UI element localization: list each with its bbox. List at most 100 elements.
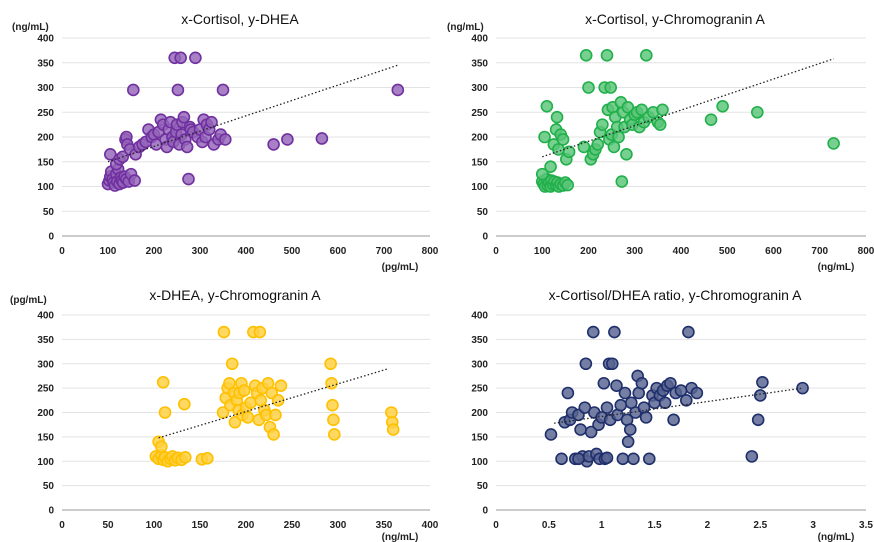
data-point	[642, 452, 656, 466]
x-tick-label: 100	[534, 246, 551, 257]
data-point	[538, 130, 551, 144]
data-point	[556, 133, 570, 146]
x-tick-label: 250	[284, 520, 301, 531]
data-point	[274, 379, 288, 392]
y-tick-label: 350	[37, 335, 54, 346]
x-tick-label: 800	[858, 246, 874, 257]
data-point	[178, 451, 192, 464]
x-tick-label: 800	[422, 246, 439, 257]
y-tick-label: 250	[471, 108, 488, 119]
y-tick-label: 0	[48, 506, 54, 517]
data-point	[271, 394, 285, 407]
data-point	[690, 386, 704, 400]
data-point	[205, 115, 218, 129]
data-point	[225, 357, 239, 371]
data-point	[615, 175, 629, 188]
data-point	[578, 401, 592, 414]
data-point	[604, 81, 618, 94]
data-point	[555, 452, 568, 466]
y-tick-label: 250	[37, 384, 54, 395]
chart-title: x-Cortisol/DHEA ratio, y-Chromogranin A	[549, 287, 803, 303]
data-point	[584, 425, 598, 439]
data-point	[591, 138, 605, 151]
data-point	[180, 140, 194, 154]
data-point	[612, 130, 625, 144]
data-point	[237, 384, 251, 397]
data-point	[751, 413, 765, 427]
data-point	[561, 178, 574, 192]
y-tick-label: 100	[37, 457, 54, 468]
y-tick-label: 300	[471, 359, 488, 370]
x-tick-label: 0	[493, 520, 499, 531]
x-tick-label: 50	[102, 520, 114, 531]
y-tick-label: 400	[37, 311, 54, 322]
data-point	[182, 172, 195, 186]
data-point	[324, 357, 337, 371]
x-tick-label: 500	[719, 246, 736, 257]
data-point	[219, 133, 232, 146]
data-point	[158, 406, 172, 419]
data-point	[201, 452, 214, 465]
x-tick-label: 350	[376, 520, 393, 531]
data-point	[577, 140, 591, 154]
y-tick-label: 150	[471, 157, 488, 168]
x-tick-label: 300	[330, 520, 347, 531]
data-point	[544, 160, 557, 173]
y-tick-label: 350	[471, 335, 488, 346]
x-tick-label: 100	[100, 246, 117, 257]
y-tick-label: 200	[471, 408, 488, 419]
data-point	[128, 174, 141, 187]
data-point	[635, 376, 649, 390]
y-tick-label: 200	[37, 408, 54, 419]
y-tick-label: 50	[43, 481, 55, 492]
data-point	[682, 325, 695, 339]
data-point	[178, 397, 191, 411]
y-unit-label: (ng/mL)	[447, 22, 484, 33]
y-tick-label: 150	[471, 432, 488, 443]
y-tick-label: 250	[37, 108, 54, 119]
data-point	[796, 381, 809, 395]
data-point	[600, 49, 614, 62]
x-unit-label: (ng/mL)	[818, 262, 855, 273]
data-point	[639, 411, 653, 424]
y-tick-label: 100	[471, 182, 488, 193]
data-point	[550, 110, 564, 124]
data-point	[745, 450, 759, 463]
data-point	[155, 440, 168, 453]
x-tick-label: 700	[376, 246, 393, 257]
y-tick-label: 50	[43, 207, 55, 218]
data-point	[600, 451, 614, 465]
data-point	[267, 428, 280, 441]
data-point	[586, 325, 600, 339]
x-tick-label: 300	[192, 246, 209, 257]
data-point	[664, 376, 677, 390]
data-point	[241, 411, 255, 424]
data-point	[540, 100, 554, 113]
y-unit-label: (ng/mL)	[12, 22, 49, 33]
x-tick-label: 1	[599, 520, 605, 531]
data-point	[386, 423, 400, 436]
data-point	[827, 137, 840, 150]
x-tick-label: 0.5	[542, 520, 556, 531]
x-tick-label: 200	[146, 246, 163, 257]
data-point	[605, 357, 619, 371]
data-point	[171, 83, 185, 97]
x-tick-label: 700	[811, 246, 828, 257]
data-point	[618, 386, 632, 400]
y-tick-label: 100	[471, 457, 488, 468]
x-tick-label: 0	[59, 246, 65, 257]
data-point	[325, 376, 338, 390]
y-tick-label: 400	[471, 34, 488, 45]
x-tick-label: 500	[284, 246, 301, 257]
data-point	[596, 118, 609, 131]
y-tick-label: 100	[37, 182, 54, 193]
data-point	[574, 423, 587, 436]
x-tick-label: 200	[238, 520, 255, 531]
trendline	[158, 368, 389, 439]
data-point	[653, 118, 667, 131]
x-tick-label: 3.5	[859, 520, 873, 531]
data-point	[228, 415, 242, 429]
data-point	[751, 105, 764, 119]
y-tick-label: 400	[37, 34, 54, 45]
data-point	[679, 394, 693, 407]
